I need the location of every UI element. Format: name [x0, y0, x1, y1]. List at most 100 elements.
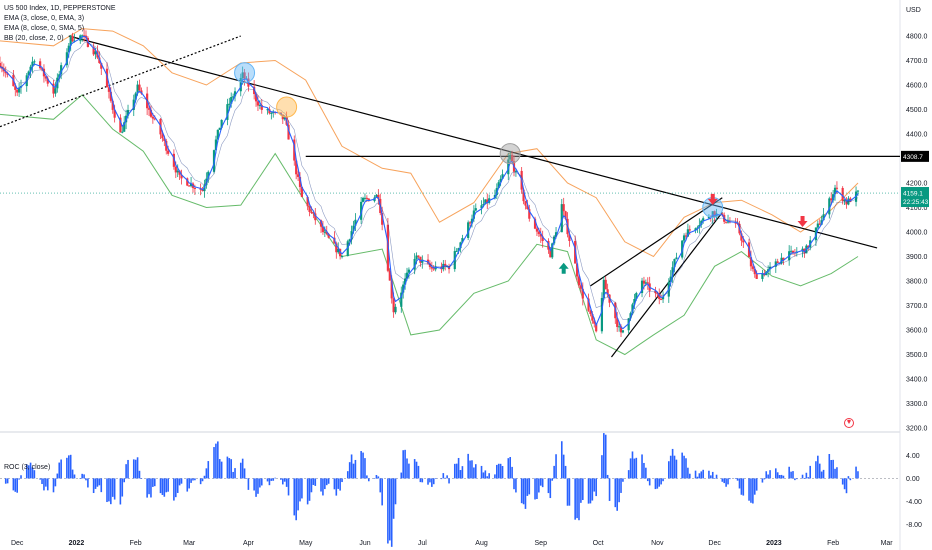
roc-bar — [228, 458, 231, 479]
legend-bb[interactable]: BB (20, close, 2, 0) — [4, 35, 64, 42]
candle-body — [818, 223, 821, 225]
candle-body — [507, 159, 510, 175]
candle-body — [768, 266, 772, 270]
roc-bar — [113, 478, 116, 500]
roc-bar — [295, 478, 297, 521]
roc-bar — [352, 463, 355, 479]
roc-bar — [820, 471, 823, 479]
roc-bar — [159, 478, 162, 494]
roc-bar — [33, 470, 36, 479]
roc-bar — [673, 455, 676, 479]
candle-body — [346, 241, 349, 257]
price-tick-label: 4100.0 — [906, 205, 928, 212]
date-axis: Dec 2022 Feb Mar Apr May Jun Jul Aug Sep Oct Nov Dec… — [11, 540, 893, 547]
roc-bar — [471, 460, 473, 479]
roc-bar — [364, 458, 366, 479]
roc-bar — [346, 471, 349, 479]
candle-body — [551, 243, 554, 258]
roc-tick-label: -4.00 — [906, 499, 922, 506]
highlight-circle — [276, 96, 298, 118]
candle-body — [400, 292, 403, 307]
candle-body — [627, 318, 630, 331]
roc-bar — [841, 478, 844, 485]
date-tick-label: Aug — [475, 540, 488, 547]
roc-bar — [606, 474, 609, 479]
candle-body — [682, 235, 686, 241]
roc-bar — [432, 478, 435, 485]
roc-bar — [484, 470, 487, 479]
arrow-down — [797, 215, 808, 227]
roc-bar — [614, 478, 617, 508]
candle-body — [92, 46, 95, 55]
ema3-line — [0, 35, 859, 330]
price-axis-currency: USD — [906, 7, 921, 14]
candle-body — [856, 190, 860, 192]
alert-icon[interactable] — [844, 418, 854, 428]
roc-bar — [687, 467, 689, 479]
roc-bar — [782, 475, 785, 479]
candle-body — [109, 91, 112, 101]
legend-symbol[interactable]: US 500 Index, 1D, PEPPERSTONE — [4, 5, 116, 12]
roc-histogram — [0, 433, 900, 547]
roc-bar — [367, 478, 370, 482]
roc-bar — [337, 478, 340, 489]
roc-bar — [847, 476, 850, 479]
roc-bar — [73, 474, 76, 479]
candle-body — [94, 51, 97, 55]
candle-body — [734, 222, 737, 224]
candle-body — [549, 249, 552, 258]
candle-body — [230, 97, 233, 104]
roc-bar — [631, 451, 634, 479]
roc-bar — [648, 478, 651, 486]
candle-body — [325, 231, 328, 234]
candle-body — [621, 330, 625, 333]
legend-ema3[interactable]: EMA (3, close, 0, EMA, 3) — [4, 15, 85, 22]
price-tick-label: 3800.0 — [906, 279, 928, 286]
roc-bar — [453, 463, 456, 479]
roc-bar — [474, 464, 477, 479]
roc-legend[interactable]: ROC (3, close) — [4, 464, 51, 471]
candle-body — [644, 282, 647, 284]
legend-ema8[interactable]: EMA (8, close, 0, SMA, 5) — [4, 25, 85, 32]
roc-bar — [390, 478, 393, 547]
roc-bar — [713, 478, 716, 479]
candle-body — [828, 198, 831, 215]
candle-body — [228, 103, 231, 105]
roc-bar — [297, 478, 299, 511]
candle-body — [776, 261, 779, 263]
roc-bar — [520, 478, 523, 504]
roc-bar — [528, 478, 531, 495]
date-tick-label: 2023 — [766, 540, 782, 547]
candle-body — [310, 212, 313, 214]
candle-body — [726, 221, 730, 223]
roc-bar — [98, 478, 101, 486]
candle-body — [660, 299, 663, 301]
roc-bar — [702, 469, 704, 479]
candle-body — [4, 71, 7, 74]
roc-bar — [683, 455, 685, 479]
roc-bar — [658, 478, 661, 487]
candle-body — [176, 170, 179, 173]
roc-bar — [243, 468, 246, 479]
candle-body — [749, 257, 753, 267]
roc-bar — [595, 478, 597, 497]
roc-bar — [627, 470, 630, 479]
date-tick-label: Jun — [359, 540, 370, 547]
roc-bar — [205, 468, 208, 479]
roc-bar — [440, 478, 443, 480]
candle-body — [524, 201, 527, 206]
date-tick-label: Mar — [881, 540, 894, 547]
roc-bar — [467, 453, 469, 479]
roc-bar — [849, 478, 852, 481]
candle-body — [606, 289, 609, 295]
highlight-circle — [234, 62, 256, 84]
roc-bar — [729, 478, 731, 480]
roc-bar — [790, 471, 792, 479]
candle-body — [568, 234, 571, 241]
roc-bar — [769, 470, 771, 479]
roc-bar — [413, 459, 416, 479]
roc-bar — [178, 478, 181, 486]
price-tick-label: 3400.0 — [906, 377, 928, 384]
candle-body — [635, 293, 638, 300]
